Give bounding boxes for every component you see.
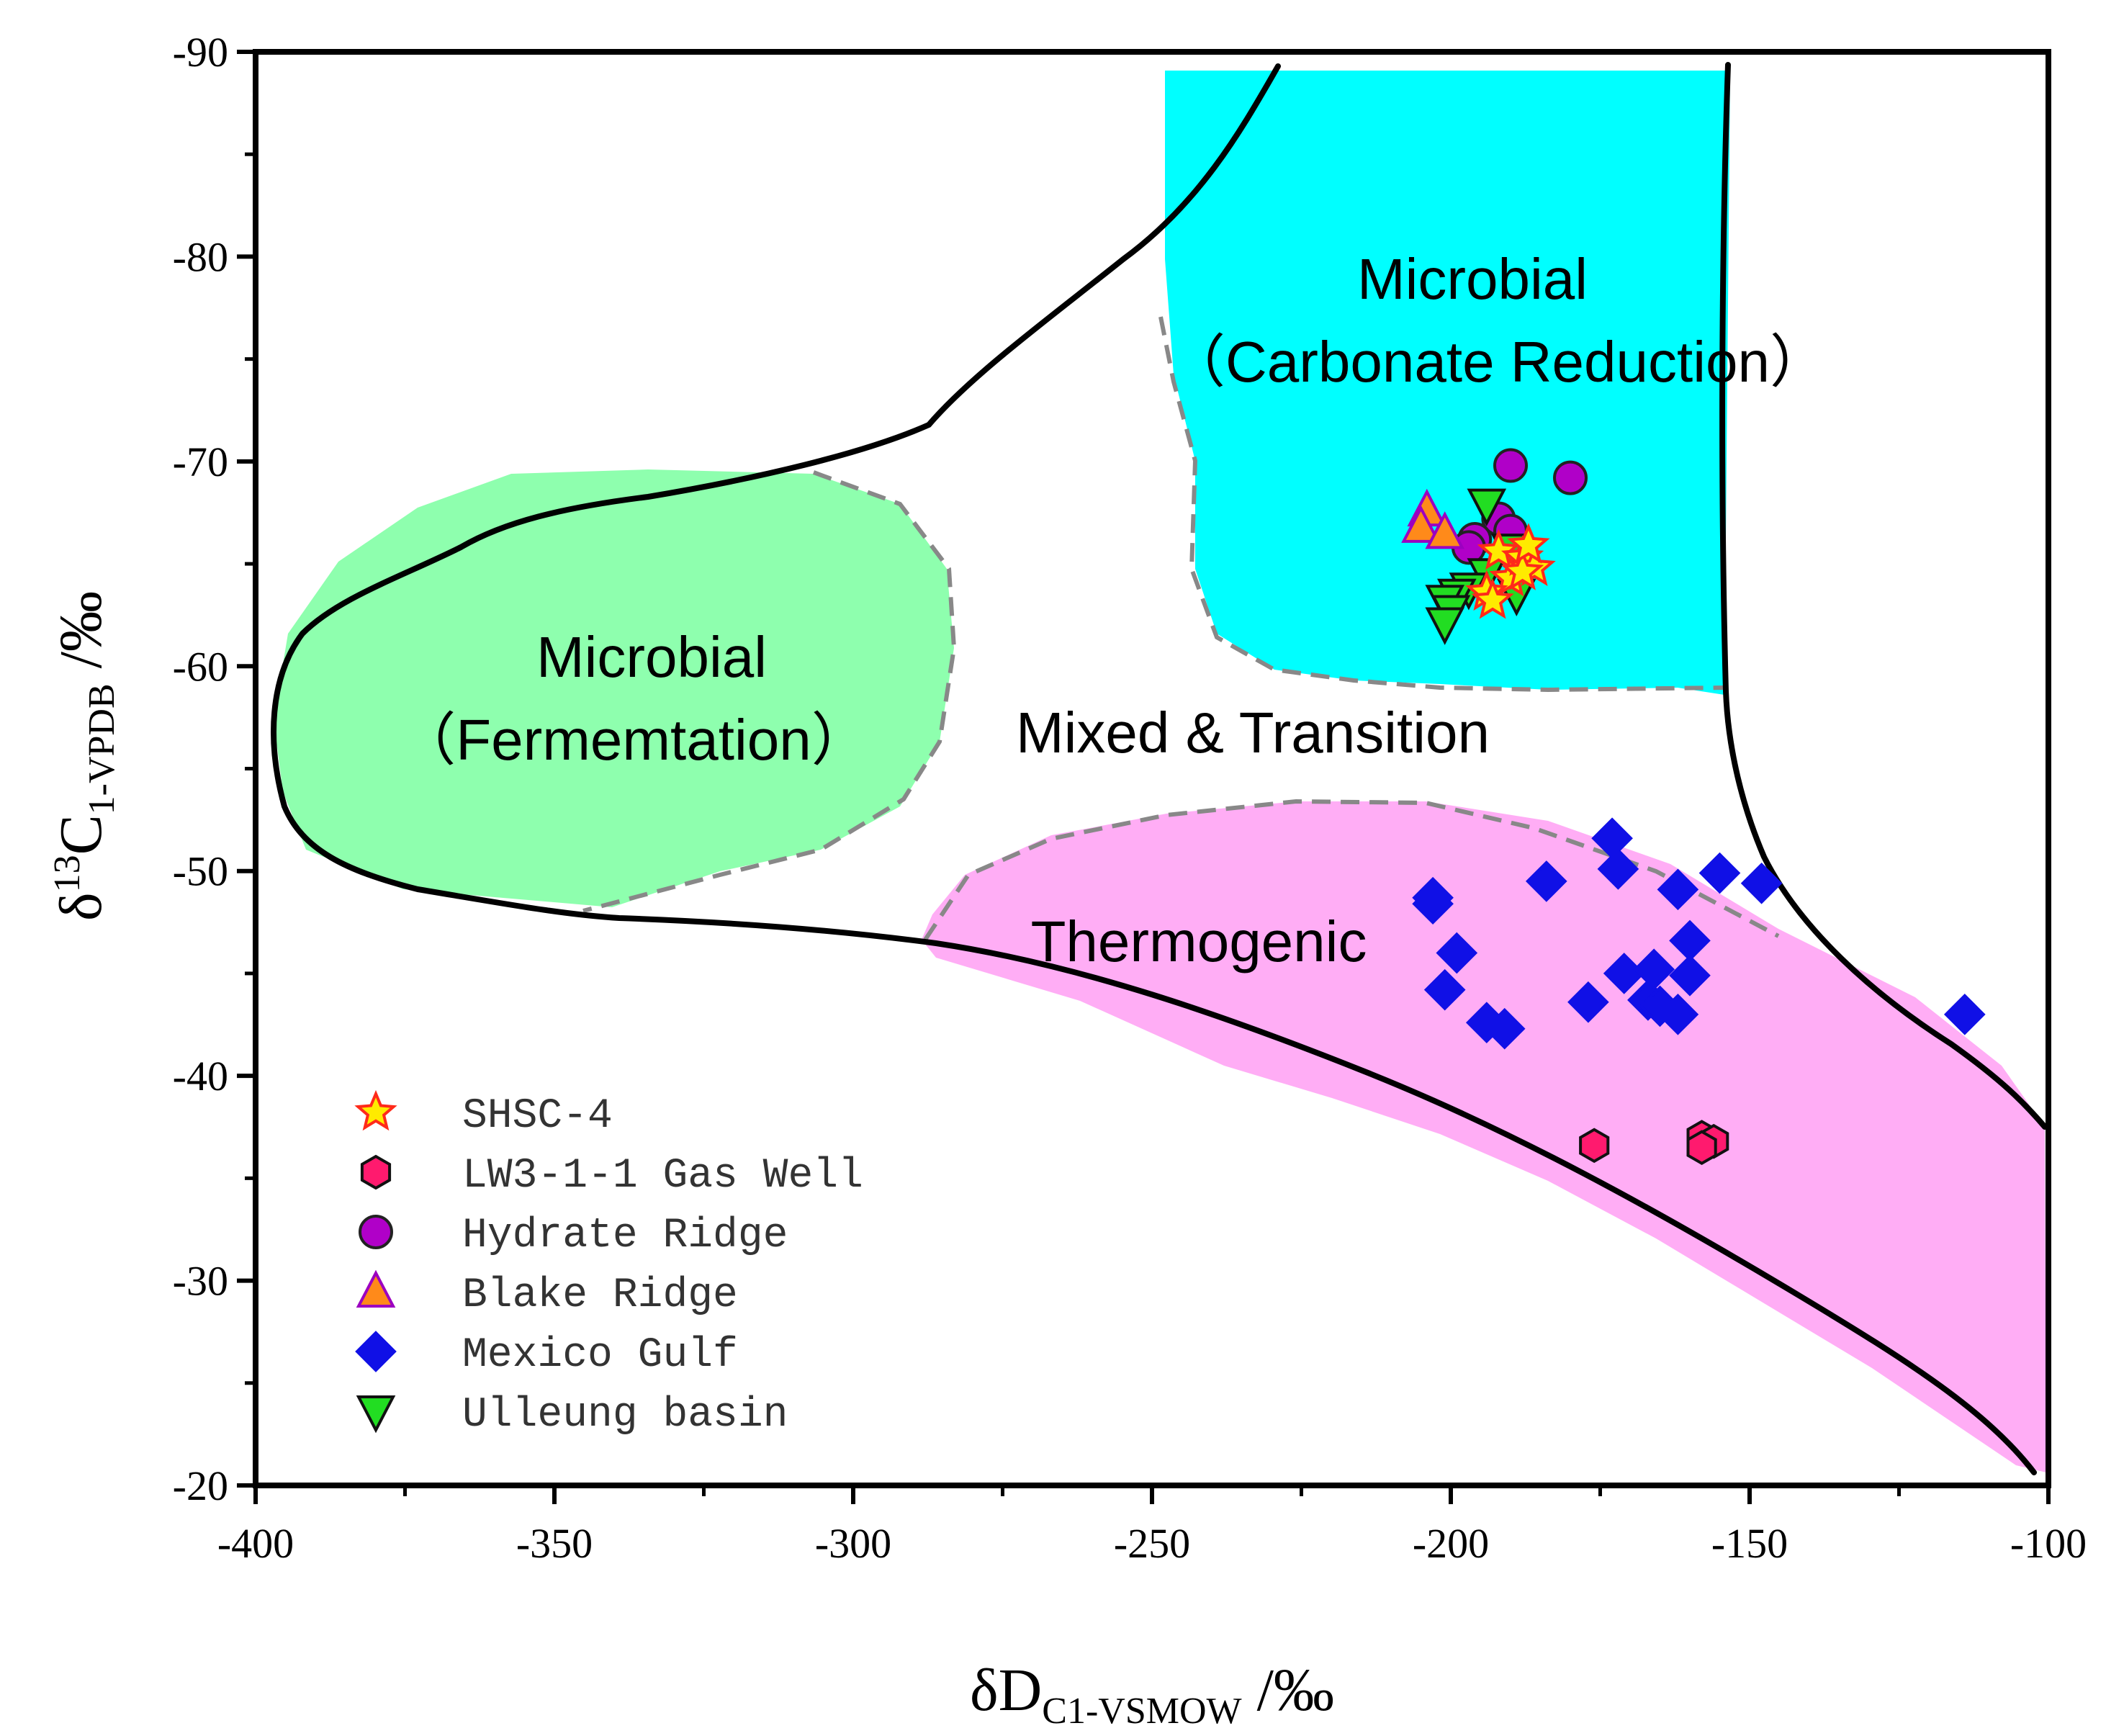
series-mexico-gulf xyxy=(1412,817,1986,1050)
x-tick-label: -250 xyxy=(1114,1520,1190,1567)
legend-marker xyxy=(360,1154,392,1190)
series-lw3-1-1-gas-well xyxy=(1579,1120,1729,1166)
y-tick-label: -80 xyxy=(173,233,228,280)
data-point xyxy=(1669,954,1711,997)
data-point xyxy=(1467,488,1507,526)
data-point xyxy=(1507,523,1550,564)
region-carbonate-reduction xyxy=(1165,71,1730,695)
legend-label: Hydrate Ridge xyxy=(462,1213,788,1259)
data-point xyxy=(1471,578,1514,619)
x-axis-title-main: δD xyxy=(970,1657,1042,1724)
dashed-borders xyxy=(582,316,1780,941)
regions-layer xyxy=(274,71,2046,1472)
legend-item: LW3-1-1 Gas Well xyxy=(360,1153,863,1200)
y-tick-label: -30 xyxy=(173,1258,228,1305)
data-point xyxy=(1500,549,1544,590)
y-axis-title-main: δ xyxy=(48,892,114,921)
y-tick-label: -70 xyxy=(173,439,228,485)
y-axis-title-unit: /‰ xyxy=(48,591,114,683)
fermentation-dashed-border xyxy=(582,470,957,913)
data-markers xyxy=(1401,448,1986,1166)
x-tick-label: -150 xyxy=(1711,1520,1788,1567)
data-point xyxy=(1579,1128,1610,1164)
thermogenic-dashed-border xyxy=(923,799,1780,941)
y-tick-label: -60 xyxy=(173,643,228,690)
x-tick-label: -100 xyxy=(2010,1520,2087,1567)
legend-marker xyxy=(356,1269,396,1308)
label-mixed-transition: Mixed & Transition xyxy=(1016,701,1490,765)
label-fermentation-line2: （Fermemtation） xyxy=(398,708,868,772)
legend-label: Blake Ridge xyxy=(462,1272,738,1319)
legend-label: Mexico Gulf xyxy=(462,1332,738,1379)
legend-label: Ulleung basin xyxy=(462,1392,788,1439)
data-point xyxy=(1657,993,1699,1035)
data-point xyxy=(1401,505,1441,543)
legend-label: LW3-1-1 Gas Well xyxy=(462,1153,863,1200)
y-axis-title: δ13C1-VPDB /‰ xyxy=(47,591,122,921)
legend: SHSC-4 LW3-1-1 Gas Well Hydrate Ridge Blake… xyxy=(354,1089,863,1439)
region-fermentation xyxy=(274,469,954,907)
legend-item: Ulleung basin xyxy=(356,1392,788,1439)
label-carbonate-line1: Microbial xyxy=(1357,247,1588,311)
x-tick-label: -350 xyxy=(516,1520,593,1567)
y-tick-label: -40 xyxy=(173,1053,228,1099)
data-point xyxy=(1553,460,1588,495)
y-axis-title-mid: C xyxy=(48,814,114,855)
legend-marker xyxy=(355,1331,397,1372)
data-point xyxy=(1423,968,1466,1011)
x-axis-ticks: -400 -350 -300 -250 -200 -150 -100 xyxy=(217,1485,2087,1567)
x-tick-label: -300 xyxy=(815,1520,891,1567)
data-point xyxy=(1657,868,1699,911)
series-blake-ridge xyxy=(1401,488,1464,549)
legend-item: Blake Ridge xyxy=(356,1269,738,1319)
data-point xyxy=(1525,860,1567,902)
y-tick-label: -90 xyxy=(173,29,228,76)
data-point xyxy=(1425,511,1464,549)
data-point xyxy=(1493,448,1528,483)
x-axis-title: δDC1-VSMOW /‰ xyxy=(970,1657,1334,1732)
data-point xyxy=(1412,883,1454,925)
y-axis-title-sup: 13 xyxy=(47,855,88,892)
data-point xyxy=(1436,932,1478,974)
x-axis-title-sub: C1-VSMOW xyxy=(1042,1691,1241,1732)
data-point xyxy=(1477,529,1521,570)
y-tick-label: -50 xyxy=(173,848,228,895)
data-point xyxy=(1698,852,1741,894)
legend-marker xyxy=(359,1215,393,1249)
label-thermogenic: Thermogenic xyxy=(1031,909,1367,973)
x-axis-title-unit: /‰ xyxy=(1242,1657,1334,1724)
series-shsc-4 xyxy=(1465,523,1556,619)
label-carbonate-line2: （Carbonate Reduction） xyxy=(1168,330,1827,394)
outer-boundary-curve xyxy=(271,63,2037,1475)
y-axis-title-sub: 1-VPDB xyxy=(81,683,122,814)
data-point xyxy=(1425,607,1464,645)
data-point xyxy=(1483,1007,1526,1050)
y-tick-label: -20 xyxy=(173,1462,228,1509)
data-point xyxy=(1740,862,1783,904)
region-thermogenic xyxy=(922,801,2046,1472)
carbonate-dashed-border xyxy=(1158,316,1725,693)
data-point xyxy=(1943,993,1986,1035)
right-boundary-curve xyxy=(1719,62,2048,1130)
legend-item: Mexico Gulf xyxy=(355,1331,738,1379)
legend-item: Hydrate Ridge xyxy=(359,1213,788,1259)
legend-item: SHSC-4 xyxy=(354,1089,613,1140)
y-axis-ticks: -90 -80 -70 -60 -50 -40 -30 -20 xyxy=(173,29,256,1509)
legend-marker xyxy=(356,1395,396,1434)
solid-boundaries xyxy=(271,62,2048,1475)
data-point xyxy=(1597,848,1639,890)
region-labels: Microbial （Carbonate Reduction） Microbia… xyxy=(398,247,1827,973)
data-point xyxy=(1686,1130,1717,1166)
legend-marker xyxy=(354,1089,397,1131)
x-tick-label: -400 xyxy=(217,1520,294,1567)
x-tick-label: -200 xyxy=(1413,1520,1489,1567)
label-fermentation-line1: Microbial xyxy=(536,625,767,689)
data-point xyxy=(1567,981,1609,1023)
legend-label: SHSC-4 xyxy=(462,1093,613,1140)
